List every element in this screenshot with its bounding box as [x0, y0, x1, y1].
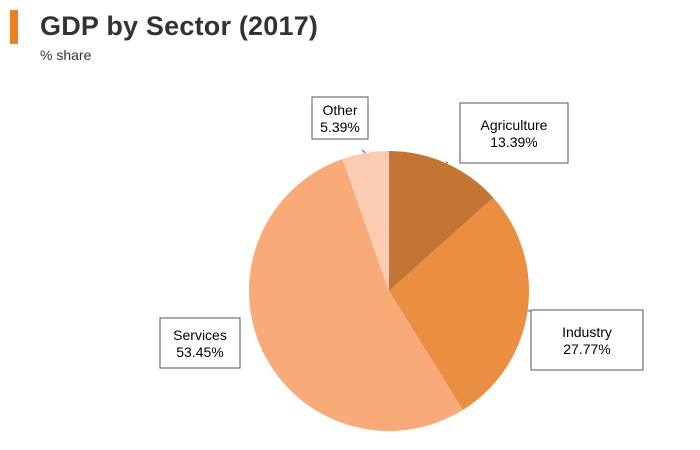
pie-slice-services	[248, 158, 463, 432]
slice-name-services: Services	[173, 327, 227, 343]
pie-slice-other	[342, 151, 389, 291]
pie-slices	[248, 151, 529, 432]
label-box-services	[159, 317, 241, 369]
chart-subtitle: % share	[40, 47, 92, 63]
slice-value-services: 53.45%	[176, 344, 223, 360]
chart-title: GDP by Sector (2017)	[40, 11, 319, 41]
title-accent-bar	[10, 10, 18, 44]
label-box-agriculture	[459, 102, 569, 164]
label-box-industry	[530, 309, 644, 371]
slice-name-industry: Industry	[562, 324, 612, 340]
slice-value-industry: 27.77%	[563, 341, 610, 357]
slice-name-agriculture: Agriculture	[481, 117, 548, 133]
slice-name-other: Other	[322, 102, 357, 118]
pie-labels: Agriculture13.39%Industry27.77%Services5…	[159, 96, 644, 371]
slice-value-agriculture: 13.39%	[490, 134, 537, 150]
pie-slice-agriculture	[389, 151, 494, 291]
label-connector-agriculture	[445, 161, 449, 164]
pie-slice-industry	[389, 197, 529, 410]
slice-value-other: 5.39%	[320, 119, 360, 135]
label-connector-other	[361, 149, 366, 154]
label-box-other	[311, 96, 369, 140]
